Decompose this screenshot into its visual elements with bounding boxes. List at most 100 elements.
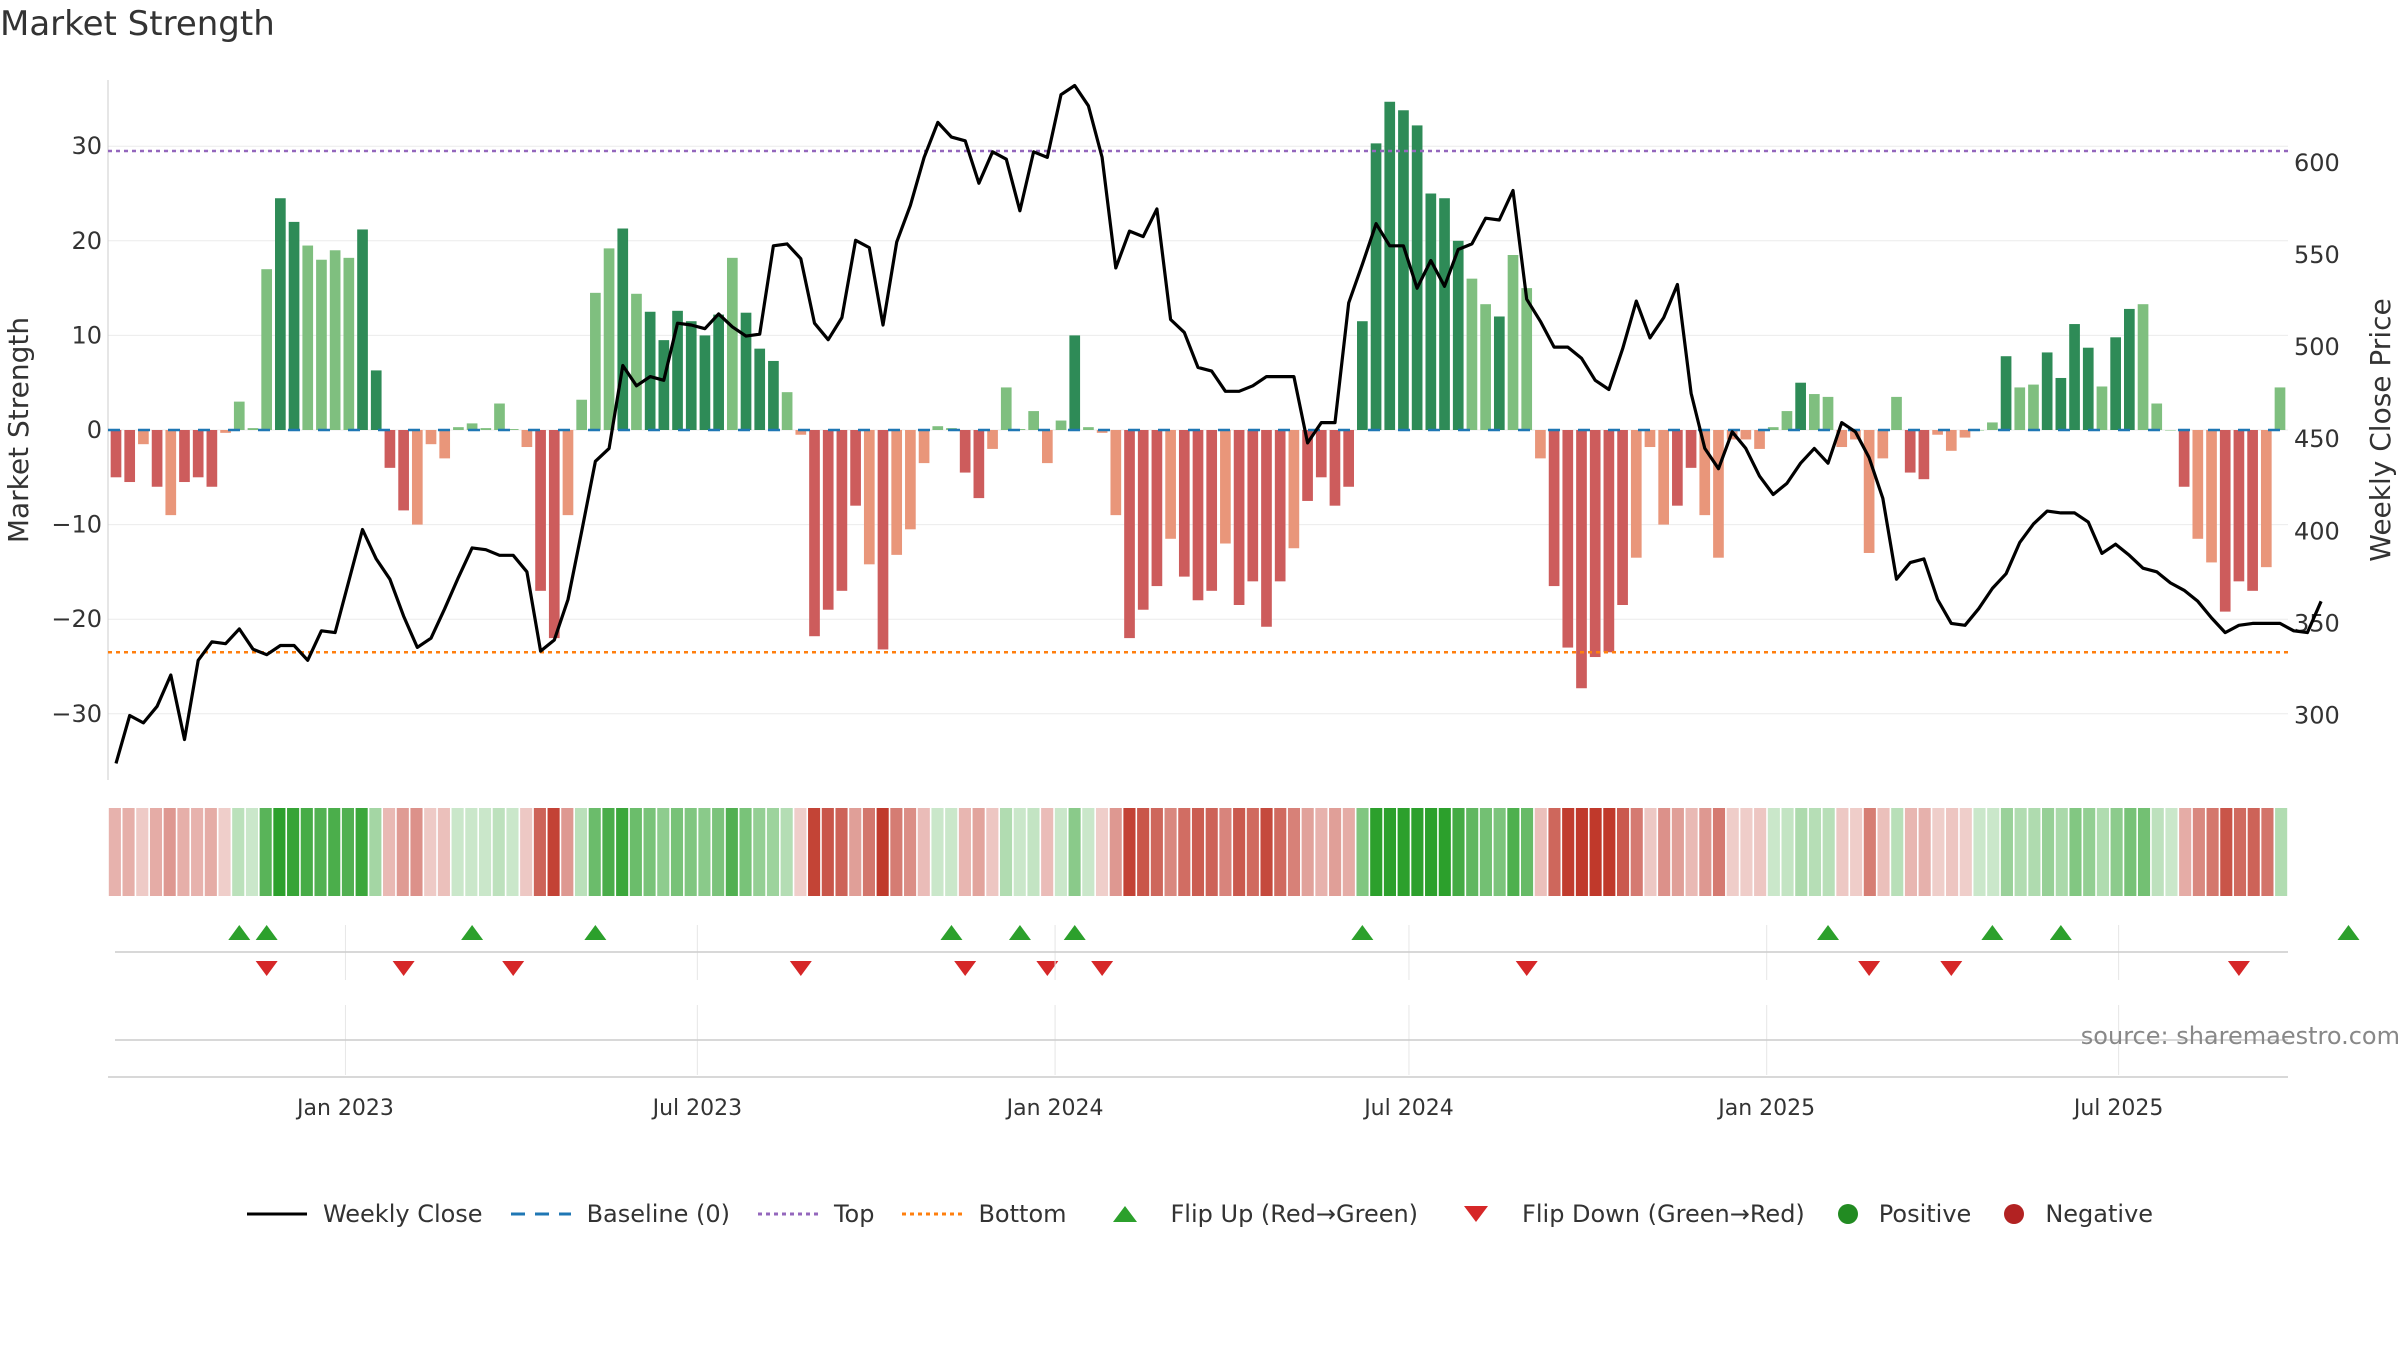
heat-cell (1493, 808, 1506, 896)
heat-cell (506, 808, 519, 896)
strength-bar (726, 257, 738, 430)
heat-cell (1850, 808, 1863, 896)
strength-bar (1836, 430, 1848, 448)
flip-up-marker (1817, 925, 1840, 940)
heat-cell (1479, 808, 1492, 896)
heat-cell (2083, 808, 2096, 896)
strength-bar (1466, 278, 1478, 430)
heat-cell (780, 808, 793, 896)
heat-cell (2110, 808, 2123, 896)
heat-cell (1781, 808, 1794, 896)
heat-cell (670, 808, 684, 896)
heat-cell (1356, 808, 1369, 896)
strength-heat-strip (108, 808, 2288, 896)
legend-item-positive: Positive (1833, 1200, 1971, 1228)
heat-cell (492, 808, 505, 896)
flip-up-marker (1981, 925, 2004, 940)
strength-bar (973, 430, 985, 499)
right-tick-label: 550 (2294, 241, 2340, 269)
strength-bar (1562, 430, 1574, 648)
heat-cell (2247, 808, 2260, 896)
heat-cell (1287, 808, 1301, 896)
heat-cell (1438, 808, 1451, 896)
strength-bar (1233, 430, 1245, 605)
strength-bar (1425, 193, 1437, 430)
strength-bar (1398, 110, 1409, 431)
strength-bar (1302, 430, 1313, 501)
strength-bar (2000, 356, 2012, 430)
strength-bar (2137, 304, 2149, 430)
heat-cell (1191, 808, 1205, 896)
heat-cell (300, 808, 313, 896)
heat-cell (2275, 808, 2288, 896)
heat-cell (465, 808, 478, 896)
strength-bar (1507, 255, 1519, 430)
heat-cell (1644, 808, 1657, 896)
strength-bar (2274, 387, 2286, 430)
axes: 3020100−10−20−30600550500450400350300Mar… (2, 80, 2397, 780)
heat-cell (1863, 808, 1876, 896)
heat-cell (1466, 808, 1479, 896)
heat-cell (1630, 808, 1643, 896)
strength-bar (2151, 403, 2163, 430)
heat-cell (876, 808, 889, 896)
flip-up-marker (1351, 925, 1374, 940)
strength-bar (1713, 430, 1724, 558)
strength-bar (1808, 394, 1820, 430)
strength-bar (809, 430, 820, 637)
strength-bar (521, 430, 533, 448)
heat-cell (602, 808, 615, 896)
heat-cell (451, 808, 464, 896)
strength-bar (329, 250, 341, 430)
strength-bar (2165, 430, 2176, 431)
legend-label: Baseline (0) (586, 1200, 730, 1228)
heat-cell (383, 808, 396, 896)
strength-bar (261, 269, 272, 430)
heat-cell (273, 808, 286, 896)
strength-bar (1452, 240, 1464, 430)
strength-bar (466, 423, 478, 430)
heat-cell (1973, 808, 1986, 896)
heat-cell (1548, 808, 1561, 896)
strength-bar (2124, 308, 2135, 430)
strength-bar (1357, 321, 1368, 430)
heat-cell (739, 808, 752, 896)
strength-bar (316, 259, 327, 430)
strength-bar (1576, 430, 1587, 689)
heat-cell (643, 808, 656, 896)
strength-bar (1699, 430, 1711, 516)
heat-cell (1329, 808, 1342, 896)
strength-bar (1493, 316, 1505, 430)
flip-down-marker (1091, 961, 1114, 976)
strength-bar (151, 430, 163, 487)
heat-cell (808, 808, 821, 896)
right-tick-label: 600 (2294, 149, 2340, 177)
heat-cell (1658, 808, 1671, 896)
heat-cell (1987, 808, 2000, 896)
strength-bar (644, 311, 656, 430)
heat-cell (1246, 808, 1259, 896)
strength-bar (905, 430, 916, 530)
strength-bar (1370, 143, 1382, 431)
strength-bar (795, 430, 807, 435)
heat-cell (287, 808, 300, 896)
heat-cell (986, 808, 999, 896)
triangle-down-icon (1464, 1206, 1489, 1222)
heat-cell (1109, 808, 1122, 896)
heat-cell (520, 808, 533, 896)
heat-cell (191, 808, 204, 896)
heat-cell (424, 808, 437, 896)
strength-bar (1384, 101, 1396, 430)
heat-cell (259, 808, 272, 896)
legend-label: Bottom (978, 1200, 1067, 1228)
heat-cell (725, 808, 738, 896)
strength-bar (2247, 430, 2258, 591)
strength-bars (110, 101, 2286, 689)
heat-cell (2220, 808, 2233, 896)
strength-bar (877, 430, 889, 650)
heat-cell (122, 808, 135, 896)
heat-cell (1095, 808, 1109, 896)
heat-cell (218, 808, 231, 896)
threshold-lines (108, 149, 2288, 654)
flip-down-marker (392, 961, 415, 976)
